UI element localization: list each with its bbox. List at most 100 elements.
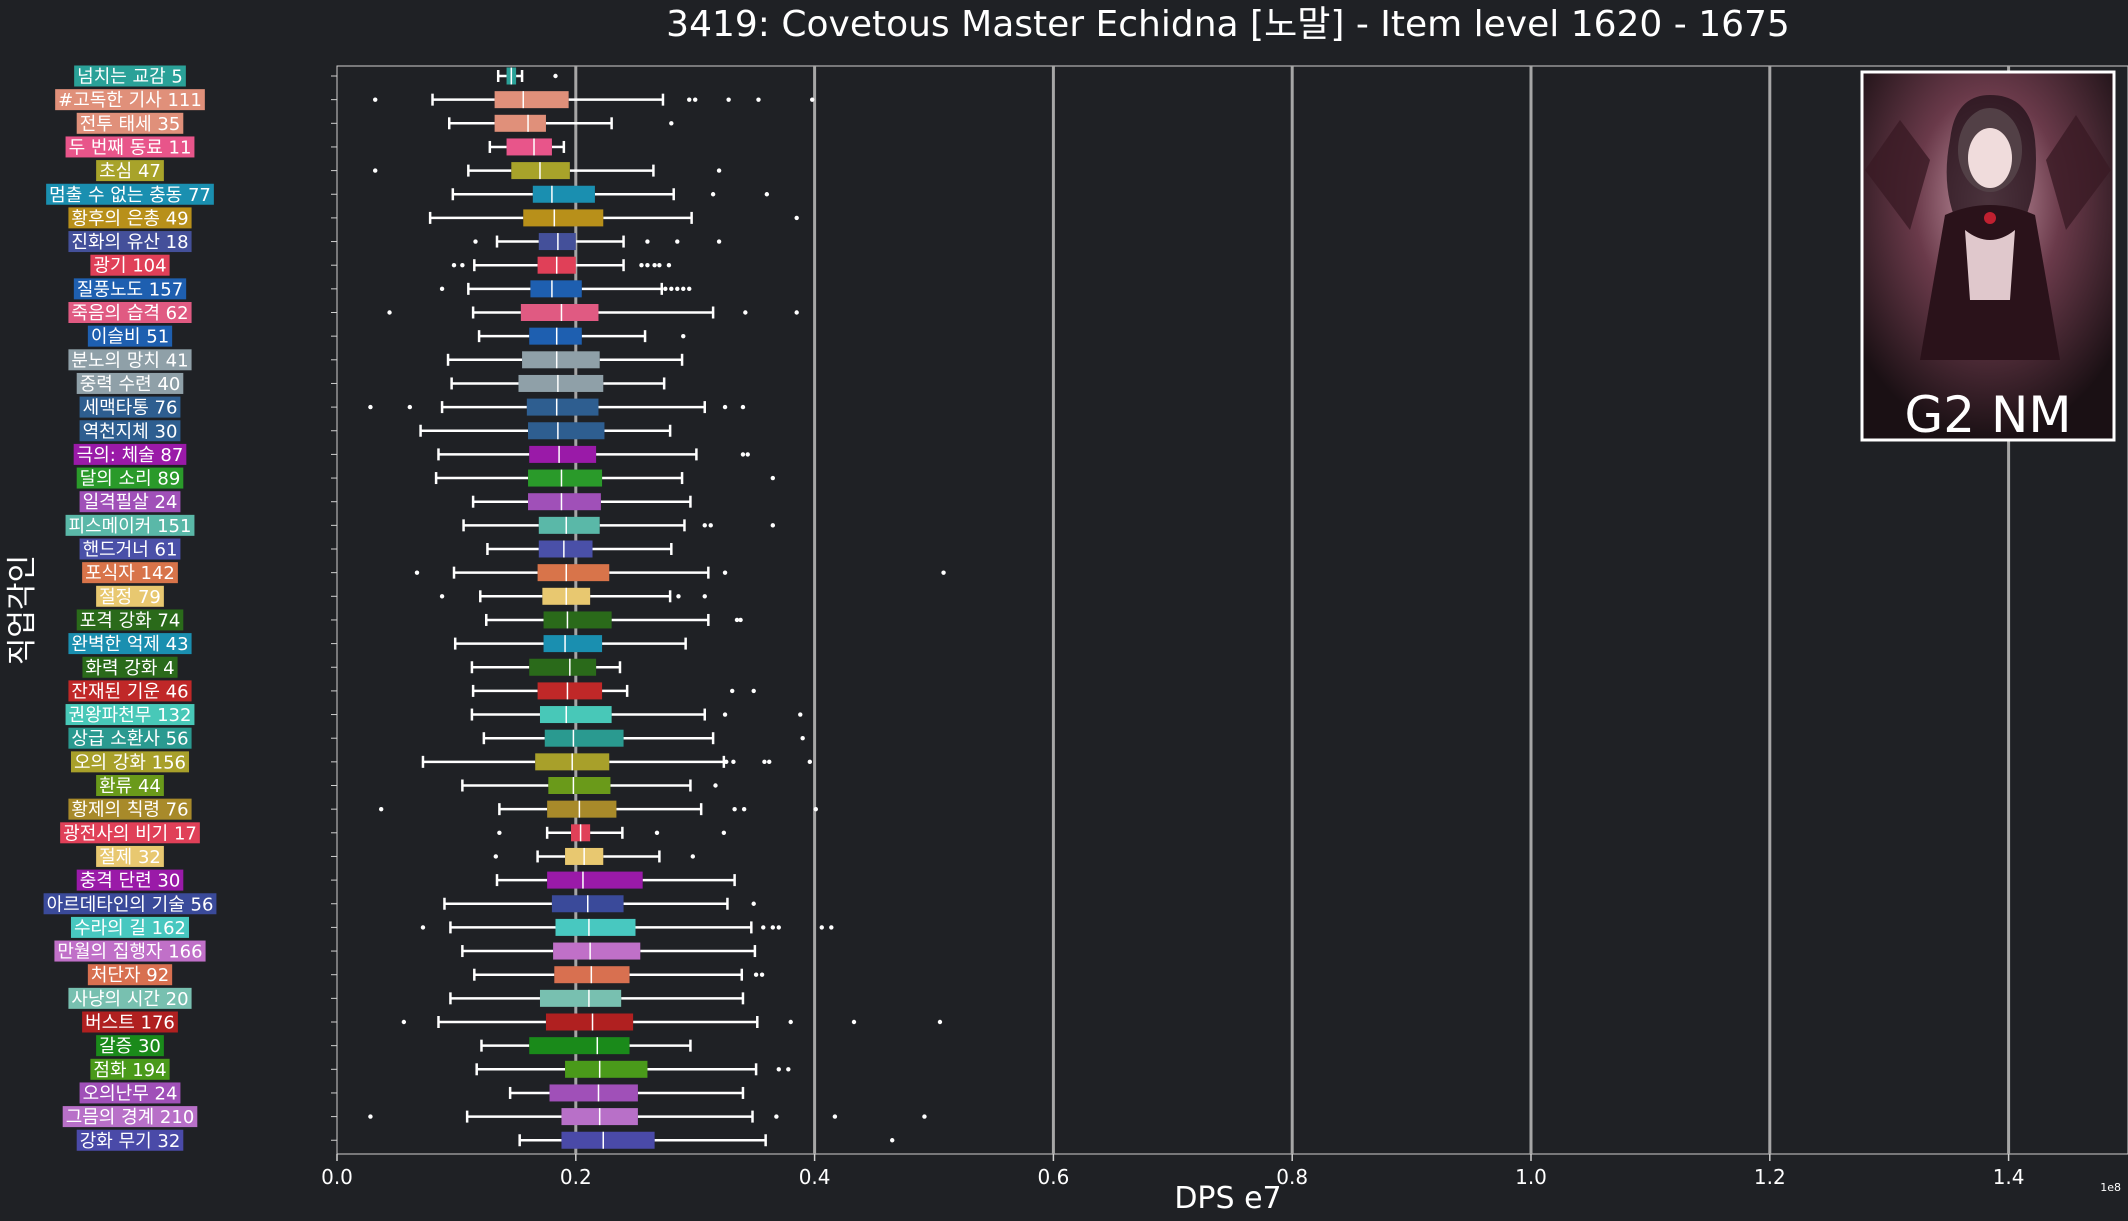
outlier-point xyxy=(851,1019,857,1025)
outlier-point xyxy=(788,1019,793,1025)
outlier-point xyxy=(770,475,776,481)
outlier-point xyxy=(639,263,644,268)
category-label: 사냥의 시간 20 xyxy=(71,989,188,1010)
category-label: 극의: 체술 87 xyxy=(77,445,184,466)
category-label: 잔재된 기운 46 xyxy=(71,681,188,702)
category-label: 일격필살 24 xyxy=(83,492,178,513)
outlier-point xyxy=(759,972,765,977)
category-label-background xyxy=(68,231,192,253)
category-label: 달의 소리 89 xyxy=(80,469,181,490)
outlier-point xyxy=(724,759,729,765)
category-label: 분노의 망치 41 xyxy=(71,350,188,371)
outlier-point xyxy=(407,404,413,410)
box-iqr xyxy=(528,422,605,440)
category-label-background xyxy=(76,609,184,631)
outlier-point xyxy=(730,688,735,694)
category-label-background xyxy=(82,656,178,678)
category-label: 화력 강화 4 xyxy=(85,658,174,679)
box-iqr xyxy=(548,777,611,794)
outlier-point xyxy=(716,168,722,173)
box-iqr xyxy=(528,493,601,511)
outlier-point xyxy=(732,806,737,812)
outlier-point xyxy=(690,854,696,859)
outlier-point xyxy=(745,452,750,457)
category-label-background xyxy=(62,1106,198,1128)
category-label-background xyxy=(79,420,181,442)
outlier-point xyxy=(681,286,686,292)
category-label: 완벽한 억제 43 xyxy=(71,634,188,655)
outlier-point xyxy=(786,1067,791,1072)
outlier-point xyxy=(922,1114,927,1119)
outlier-point xyxy=(770,925,776,930)
boss-portrait-inset: G2 NM xyxy=(1860,70,2116,444)
category-label-background xyxy=(55,89,205,111)
outlier-point xyxy=(937,1019,943,1025)
category-label-background xyxy=(68,302,192,323)
outlier-point xyxy=(553,73,558,79)
outlier-point xyxy=(681,333,686,339)
box-iqr xyxy=(526,398,599,416)
category-label-background xyxy=(96,160,164,182)
category-label: 아르데타인의 기술 56 xyxy=(47,894,214,915)
outlier-point xyxy=(941,570,946,575)
category-label: 오의난무 24 xyxy=(83,1083,178,1104)
outlier-point xyxy=(439,594,445,599)
category-label: 초심 47 xyxy=(99,161,161,182)
x-tick-label: 1.0 xyxy=(1515,1165,1547,1189)
category-label-background xyxy=(73,278,187,300)
outlier-point xyxy=(762,759,767,765)
category-label: 오의 강화 156 xyxy=(74,752,186,773)
outlier-point xyxy=(702,523,707,528)
box-iqr xyxy=(549,1084,638,1102)
box-iqr xyxy=(539,989,622,1007)
outlier-point xyxy=(669,121,674,126)
outlier-point xyxy=(738,617,743,623)
category-label-background xyxy=(60,822,200,844)
outlier-point xyxy=(740,404,746,410)
outlier-point xyxy=(764,192,770,197)
category-label: 버스트 176 xyxy=(85,1013,175,1034)
category-label-background xyxy=(79,1082,181,1104)
category-label-background xyxy=(46,183,214,205)
category-label: 피스메이커 151 xyxy=(69,516,192,537)
category-label-background xyxy=(65,514,195,536)
outlier-point xyxy=(751,688,756,694)
outlier-point xyxy=(645,263,650,268)
outlier-point xyxy=(666,263,672,268)
category-label-background xyxy=(82,562,178,584)
category-label: 강화 무기 32 xyxy=(80,1131,181,1152)
category-label: 그믐의 경계 210 xyxy=(66,1107,195,1128)
category-label: 수라의 길 162 xyxy=(74,918,186,939)
category-label-background xyxy=(76,1129,184,1151)
category-label-background xyxy=(68,727,192,749)
category-label: 갈증 30 xyxy=(99,1036,161,1057)
category-label: 만월의 집행자 166 xyxy=(57,942,202,963)
plot-area: 0.0 0.2 0.4 0.6 0.8 1.0 1.2 1.4 넘치는 교감 5#고독한 기사 … xyxy=(43,65,2128,1189)
box-iqr xyxy=(565,1060,648,1078)
category-label: 환류 44 xyxy=(99,776,161,797)
outlier-point xyxy=(722,712,728,717)
box-iqr xyxy=(522,351,600,369)
outlier-point xyxy=(794,215,799,221)
outlier-point xyxy=(439,286,445,292)
outlier-point xyxy=(819,925,824,930)
category-label-background xyxy=(82,1011,178,1033)
outlier-point xyxy=(794,310,799,315)
outlier-point xyxy=(753,972,759,977)
category-label-background xyxy=(79,396,181,418)
outlier-point xyxy=(663,286,668,292)
box-iqr xyxy=(553,942,641,960)
box-iqr xyxy=(530,280,582,298)
outlier-point xyxy=(890,1138,895,1143)
outlier-point xyxy=(800,736,805,741)
outlier-point xyxy=(687,286,692,292)
category-label-background xyxy=(90,1058,170,1080)
outlier-point xyxy=(414,570,420,575)
category-label: 권왕파천무 132 xyxy=(69,705,192,726)
category-label: 광기 104 xyxy=(93,256,166,277)
category-label-background xyxy=(68,680,192,702)
x-tick-label: 0.8 xyxy=(1276,1165,1308,1189)
category-label: 전투 태세 35 xyxy=(80,114,181,135)
outlier-point xyxy=(675,286,680,292)
box-iqr xyxy=(544,729,624,747)
